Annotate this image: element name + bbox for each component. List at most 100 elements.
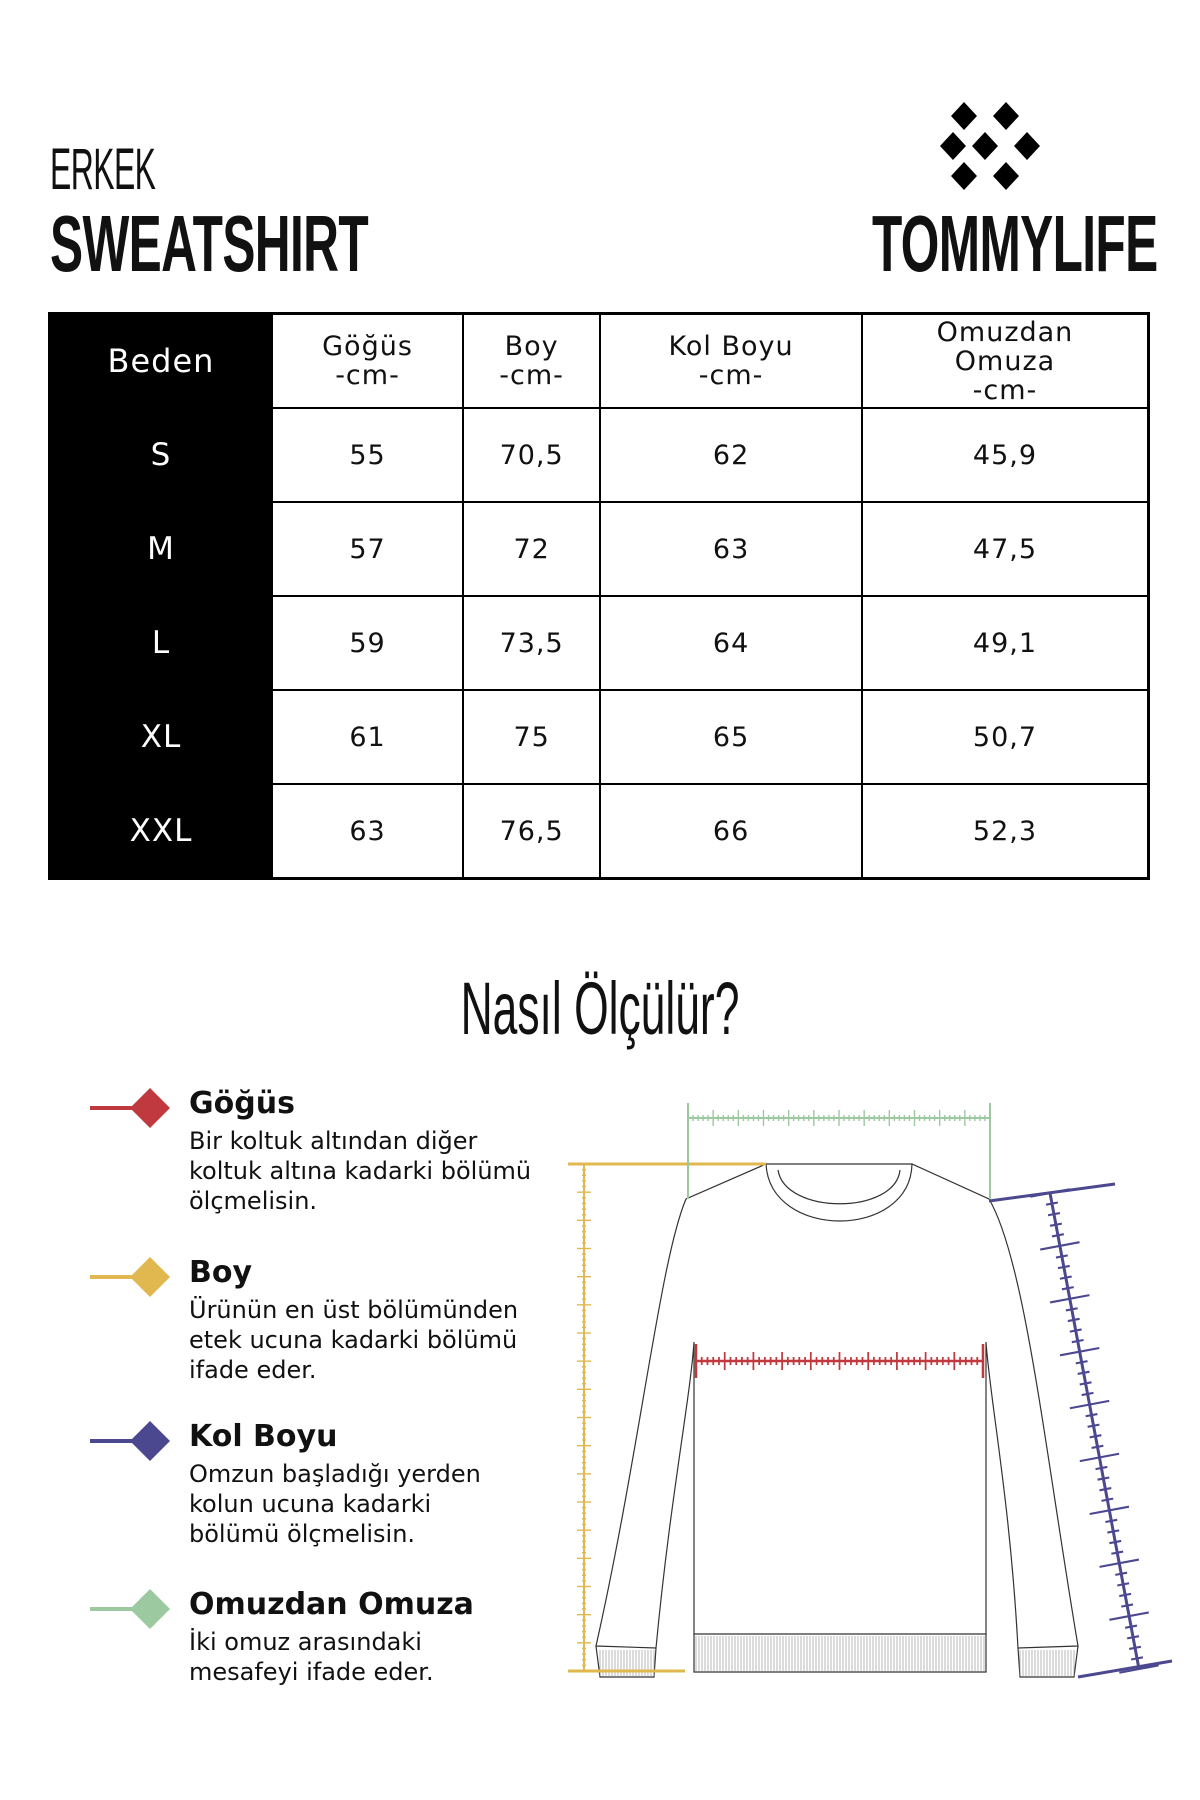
sleeve-measure-tick <box>1091 1444 1104 1450</box>
sleeve-measure-tick <box>1075 1360 1088 1365</box>
omuzdan-omuza-diamond-icon <box>90 1589 170 1629</box>
measurement-cell: 62 <box>599 407 863 503</box>
sleeve-measure-tick <box>1077 1370 1090 1375</box>
measurement-cell: 59 <box>270 595 465 691</box>
measurement-cell: 49,1 <box>860 595 1150 691</box>
table-row: L 59 73,5 64 49,1 <box>48 595 1150 691</box>
sleeve-measure-tick <box>1128 1645 1142 1650</box>
legend-description-line: ifade eder. <box>189 1356 317 1384</box>
measurement-cell: 72 <box>462 501 602 597</box>
legend-description-line: mesafeyi ifade eder. <box>189 1658 434 1686</box>
sleeve-measure-tick <box>1119 1592 1132 1598</box>
table-row: M 57 72 63 47,5 <box>48 501 1150 597</box>
brand-logo-text: TOMMYLIFE <box>872 199 1158 288</box>
sleeve-measure-tick <box>1067 1317 1080 1323</box>
sleeve-measure-tick <box>1107 1529 1120 1534</box>
sleeve-measure-tick <box>1124 1624 1138 1629</box>
measurement-cell: 63 <box>599 501 863 597</box>
sleeve-measure-tick <box>1069 1328 1082 1333</box>
gogus-diamond-icon <box>90 1088 170 1128</box>
measurement-cell: 61 <box>270 689 465 785</box>
measurement-cell: 75 <box>462 689 602 785</box>
measurement-cell: 63 <box>270 783 465 880</box>
table-row: XL 61 75 65 50,7 <box>48 689 1150 785</box>
sleeve-measure-tick <box>1101 1497 1114 1502</box>
measurement-cell: 73,5 <box>462 595 602 691</box>
sleeve-measure-tick <box>1121 1603 1134 1608</box>
measurement-cell: 45,9 <box>860 407 1150 503</box>
legend-description-line: koltuk altına kadarki bölümü <box>189 1157 532 1185</box>
table-row: S 55 70,5 62 45,9 <box>48 407 1150 503</box>
sleeve-measure-tick <box>1079 1381 1092 1386</box>
legend-heading-boy: Boy <box>189 1255 253 1290</box>
table-header-row: Beden Göğüs -cm- Boy -cm- Kol Boyu -cm- Omu… <box>48 312 1150 409</box>
size-label: S <box>48 407 273 503</box>
category-title: ERKEK <box>50 137 156 202</box>
sleeve-measure-tick <box>1049 1294 1090 1304</box>
sleeve-measure-line <box>1048 1192 1141 1670</box>
legend-heading-omuzdan-omuza: Omuzdan Omuza <box>189 1587 474 1622</box>
legend-description-line: Bir koltuk altından diğer <box>189 1127 478 1155</box>
header-beden: Beden <box>48 312 273 409</box>
sleeve-measure-tick <box>1081 1391 1094 1397</box>
sleeve-measure-tick <box>1130 1656 1144 1661</box>
header-boy: Boy -cm- <box>462 312 602 409</box>
legend-description-line: Ürünün en üst bölümünden <box>189 1296 519 1324</box>
legend-heading-kol-boyu: Kol Boyu <box>189 1419 338 1454</box>
measurement-cell: 66 <box>599 783 863 880</box>
sleeve-measure-tick <box>1071 1338 1084 1344</box>
sleeve-bottom-mark <box>1077 1659 1173 1679</box>
measurement-cell: 50,7 <box>860 689 1150 785</box>
sleeve-measure-tick <box>1059 1346 1100 1357</box>
measurement-cell: 47,5 <box>860 501 1150 597</box>
sleeve-measure-tick <box>1097 1476 1110 1481</box>
header-gogus: Göğüs -cm- <box>270 312 465 409</box>
measurement-cell: 55 <box>270 407 465 503</box>
sleeve-measure-tick <box>1061 1286 1074 1291</box>
boy-diamond-icon <box>90 1257 170 1297</box>
sleeve-measure-tick <box>1109 1539 1122 1545</box>
legend-description-line: İki omuz arasındaki <box>189 1628 422 1656</box>
measurement-cell: 52,3 <box>860 783 1150 880</box>
size-label: M <box>48 501 273 597</box>
sleeve-measure-tick <box>1117 1582 1130 1587</box>
header-omuzdan-omuza: Omuzdan Omuza -cm- <box>860 312 1150 409</box>
product-title: SWEATSHIRT <box>50 199 369 288</box>
sleeve-measure-tick <box>1095 1465 1108 1471</box>
sleeve-measure-tick <box>1099 1558 1140 1568</box>
sleeve-measure-tick <box>1047 1212 1061 1217</box>
table-row: XXL 63 76,5 66 52,3 <box>48 783 1150 880</box>
legend-description-line: ölçmelisin. <box>189 1187 318 1215</box>
legend-description-line: bölümü ölçmelisin. <box>189 1520 416 1548</box>
sleeve-measure-tick <box>1089 1434 1102 1439</box>
sleeve-measure-tick <box>1040 1241 1080 1251</box>
kol-boyu-diamond-icon <box>90 1421 170 1461</box>
sleeve-measure-tick <box>1057 1264 1070 1270</box>
sleeve-measure-tick <box>1069 1399 1110 1410</box>
sleeve-measure-tick <box>1085 1412 1098 1418</box>
sleeve-measure-tick <box>1126 1635 1140 1640</box>
sleeve-measure-tick <box>1109 1611 1149 1621</box>
measurement-cell: 65 <box>599 689 863 785</box>
size-label: XL <box>48 689 273 785</box>
sleeve-measure-tick <box>1051 1233 1065 1238</box>
measurement-cell: 64 <box>599 595 863 691</box>
size-table: Beden Göğüs -cm- Boy -cm- Kol Boyu -cm- Omu… <box>48 312 1150 880</box>
legend-heading-gogus: Göğüs <box>189 1086 295 1121</box>
sleeve-measure-tick <box>1030 1188 1070 1198</box>
sleeve-measure-tick <box>1049 1222 1063 1227</box>
legend-description-line: etek ucuna kadarki bölümü <box>189 1326 518 1354</box>
sleeve-measure-tick <box>1059 1275 1072 1280</box>
sleeve-measure-tick <box>1045 1201 1059 1206</box>
guide-title: Nasıl Ölçülür? <box>460 967 740 1050</box>
measurement-cell: 70,5 <box>462 407 602 503</box>
measurement-cell: 57 <box>270 501 465 597</box>
sleeve-measure-tick <box>1105 1518 1118 1524</box>
diamond-cluster-logo-icon <box>940 102 1040 190</box>
sleeve-measure-tick <box>1065 1307 1078 1312</box>
sleeve-measure-tick <box>1089 1505 1130 1516</box>
header-kol-boyu: Kol Boyu -cm- <box>599 312 863 409</box>
sleeve-measure-tick <box>1111 1550 1124 1555</box>
measurement-cell: 76,5 <box>462 783 602 880</box>
